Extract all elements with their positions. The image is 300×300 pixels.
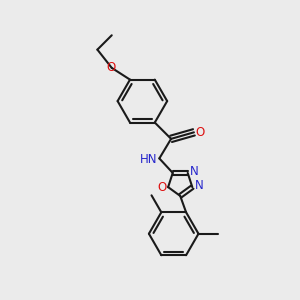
Text: O: O <box>196 126 205 139</box>
Text: N: N <box>194 179 203 192</box>
Text: O: O <box>106 61 116 74</box>
Text: O: O <box>157 181 166 194</box>
Text: N: N <box>190 165 199 178</box>
Text: HN: HN <box>140 153 157 166</box>
